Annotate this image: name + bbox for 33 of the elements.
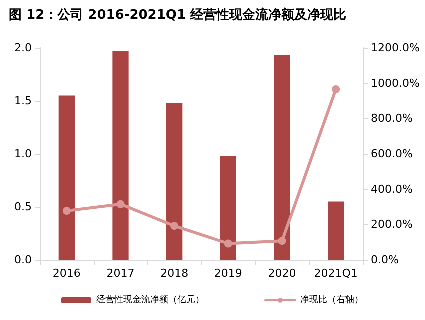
bar — [220, 156, 236, 260]
x-tick-label: 2017 — [106, 267, 135, 280]
bar — [274, 55, 290, 260]
y2-tick-label: 200.0% — [371, 218, 413, 232]
y2-tick-label: 800.0% — [371, 112, 413, 126]
bar — [166, 103, 183, 260]
y2-tick-label: 400.0% — [371, 182, 413, 196]
bar — [58, 96, 75, 260]
x-tick-label: 2020 — [268, 267, 296, 280]
y2-tick-label: 600.0% — [371, 148, 413, 160]
chart-title: 图 12：公司 2016-2021Q1 经营性现金流净额及净现比 — [9, 7, 347, 23]
point — [116, 200, 125, 208]
point — [224, 240, 232, 248]
bar — [328, 202, 344, 260]
point — [278, 237, 286, 246]
x-tick-label: 2016 — [52, 267, 81, 280]
point — [170, 222, 179, 230]
y2-tick-label: 0.0% — [371, 254, 399, 266]
y-tick-label: 0.5 — [14, 200, 32, 214]
legend-label: 经营性现金流净额（亿元） — [96, 294, 204, 306]
y2-tick-label: 1000.0% — [371, 76, 420, 90]
x-tick-label: 2019 — [214, 267, 242, 280]
y-tick-label: 1.5 — [14, 94, 32, 108]
y2-tick-label: 1200.0% — [371, 42, 420, 54]
point — [332, 86, 340, 94]
y-tick-label: 0.0 — [14, 254, 32, 266]
legend-label: 净现比（右轴） — [300, 294, 364, 306]
x-tick-label: 2021Q1 — [314, 267, 358, 280]
y-tick-label: 2.0 — [14, 42, 32, 54]
bar — [112, 51, 129, 260]
x-tick-label: 2018 — [160, 267, 189, 280]
point — [62, 207, 71, 216]
y-tick-label: 1.0 — [14, 148, 32, 160]
